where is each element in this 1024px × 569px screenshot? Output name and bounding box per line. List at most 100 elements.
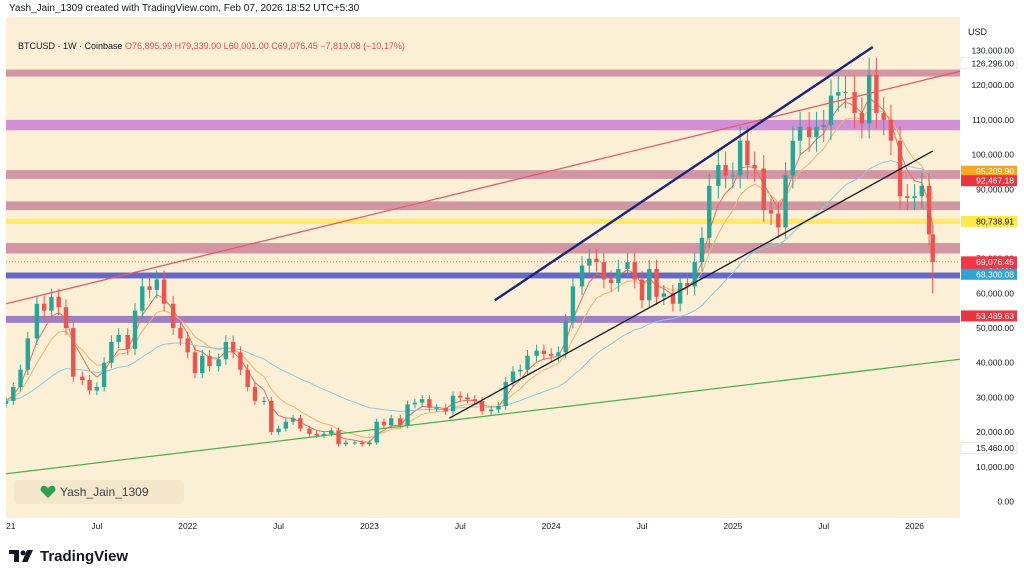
candle-51[interactable] xyxy=(389,414,394,429)
candle-119[interactable] xyxy=(905,183,910,211)
candle-23[interactable] xyxy=(178,321,183,345)
candle-109[interactable] xyxy=(828,79,834,141)
candle-107[interactable] xyxy=(814,111,819,152)
candle-79[interactable] xyxy=(601,252,607,289)
candle-59[interactable] xyxy=(450,391,456,415)
candle-116[interactable] xyxy=(881,97,886,136)
trendline-2[interactable] xyxy=(449,150,934,419)
candle-48[interactable] xyxy=(367,440,372,447)
candle-8[interactable] xyxy=(63,299,69,335)
time-axis[interactable]: 21 Jul 2022 Jul 2023 Jul 2024 Jul 2025 Jul 2026 xyxy=(6,518,960,534)
candle-24[interactable] xyxy=(185,331,190,359)
candle-80[interactable] xyxy=(608,270,614,292)
symbol-legend[interactable]: BTCUSD · 1W · Coinbase O76,895.99 H79,33… xyxy=(18,41,405,51)
candle-65[interactable] xyxy=(496,402,501,414)
candle-9[interactable] xyxy=(71,321,76,382)
candle-101[interactable] xyxy=(768,198,774,226)
candle-37[interactable] xyxy=(283,418,289,432)
candle-70[interactable] xyxy=(534,344,539,362)
zone-band-1[interactable] xyxy=(6,119,960,131)
candle-66[interactable] xyxy=(503,377,508,410)
candle-92[interactable] xyxy=(699,227,705,272)
candle-106[interactable] xyxy=(806,111,812,152)
candle-68[interactable] xyxy=(518,364,523,377)
candle-99[interactable] xyxy=(752,151,757,182)
price-label-0[interactable]: 126,296.00High xyxy=(939,57,1018,70)
candle-18[interactable] xyxy=(140,277,145,319)
candle-88[interactable] xyxy=(670,285,676,312)
candle-39[interactable] xyxy=(298,414,303,432)
candle-84[interactable] xyxy=(639,270,645,309)
candle-49[interactable] xyxy=(374,418,379,445)
candle-6[interactable] xyxy=(49,288,54,319)
price-chart[interactable] xyxy=(6,17,960,518)
candle-74[interactable] xyxy=(563,313,568,359)
candle-112[interactable] xyxy=(852,75,857,129)
candle-122[interactable] xyxy=(926,173,932,246)
price-label-1[interactable]: 95,209.90 xyxy=(961,165,1017,177)
candle-76[interactable] xyxy=(579,256,585,296)
candle-15[interactable] xyxy=(116,328,121,349)
candle-30[interactable] xyxy=(230,335,236,359)
candle-114[interactable] xyxy=(866,57,872,139)
candle-100[interactable] xyxy=(761,155,766,222)
trendline-1[interactable] xyxy=(494,46,874,302)
candle-36[interactable] xyxy=(276,425,281,435)
price-label-7[interactable]: 15,460.00Low xyxy=(940,442,1018,454)
candle-5[interactable] xyxy=(41,295,47,319)
candle-14[interactable] xyxy=(109,335,114,369)
candle-113[interactable] xyxy=(859,97,865,139)
candle-55[interactable] xyxy=(419,395,425,407)
symbol-label[interactable]: BTCUSD · 1W · Coinbase xyxy=(18,41,123,51)
candle-0[interactable] xyxy=(6,396,9,408)
candle-85[interactable] xyxy=(647,259,652,309)
candle-83[interactable] xyxy=(632,252,637,289)
candle-123[interactable] xyxy=(930,226,935,294)
price-label-3[interactable]: 80,738.91 xyxy=(961,215,1017,227)
candle-21[interactable] xyxy=(161,270,167,312)
candle-75[interactable] xyxy=(570,277,576,329)
candle-103[interactable] xyxy=(783,162,788,239)
zone-band-2[interactable] xyxy=(6,170,960,179)
zone-band-5[interactable] xyxy=(6,243,960,254)
candle-34[interactable] xyxy=(261,396,267,405)
candle-115[interactable] xyxy=(874,57,879,129)
candle-45[interactable] xyxy=(343,440,349,447)
candle-57[interactable] xyxy=(434,404,439,412)
candle-95[interactable] xyxy=(723,151,728,189)
candle-35[interactable] xyxy=(269,396,274,435)
candle-96[interactable] xyxy=(730,162,736,189)
candle-54[interactable] xyxy=(412,398,418,409)
candle-22[interactable] xyxy=(170,295,176,335)
candle-77[interactable] xyxy=(587,248,592,276)
price-label-6[interactable]: 53,489.63 xyxy=(961,310,1017,322)
price-axis[interactable]: 0.00 10,000.00 20,000.00 30,000.00 40,000.00… xyxy=(939,17,1018,518)
price-axis-scale[interactable]: 0.00 10,000.00 20,000.00 30,000.00 40,000.00… xyxy=(939,17,1018,518)
candle-28[interactable] xyxy=(216,353,221,372)
time-axis-scale[interactable]: 21 Jul 2022 Jul 2023 Jul 2024 Jul 2025 Jul 2026 xyxy=(6,518,960,534)
candle-110[interactable] xyxy=(836,75,841,112)
candle-90[interactable] xyxy=(685,274,690,296)
candle-27[interactable] xyxy=(207,349,212,372)
candle-89[interactable] xyxy=(677,274,683,312)
candle-47[interactable] xyxy=(359,440,365,447)
candle-111[interactable] xyxy=(843,75,848,109)
candle-91[interactable] xyxy=(692,252,697,296)
candle-25[interactable] xyxy=(192,346,198,379)
candle-94[interactable] xyxy=(716,151,721,199)
candle-86[interactable] xyxy=(654,259,659,306)
candle-60[interactable] xyxy=(458,391,463,402)
candle-64[interactable] xyxy=(488,405,494,415)
candle-16[interactable] xyxy=(125,328,130,355)
candle-42[interactable] xyxy=(321,431,327,439)
candle-120[interactable] xyxy=(912,183,917,211)
candle-58[interactable] xyxy=(443,404,448,415)
candle-26[interactable] xyxy=(200,349,205,379)
candle-72[interactable] xyxy=(548,348,554,362)
candle-87[interactable] xyxy=(661,285,667,306)
candle-61[interactable] xyxy=(465,393,470,404)
candle-1[interactable] xyxy=(11,382,16,405)
candle-102[interactable] xyxy=(776,202,781,239)
candle-38[interactable] xyxy=(290,414,296,425)
candle-93[interactable] xyxy=(707,173,712,249)
